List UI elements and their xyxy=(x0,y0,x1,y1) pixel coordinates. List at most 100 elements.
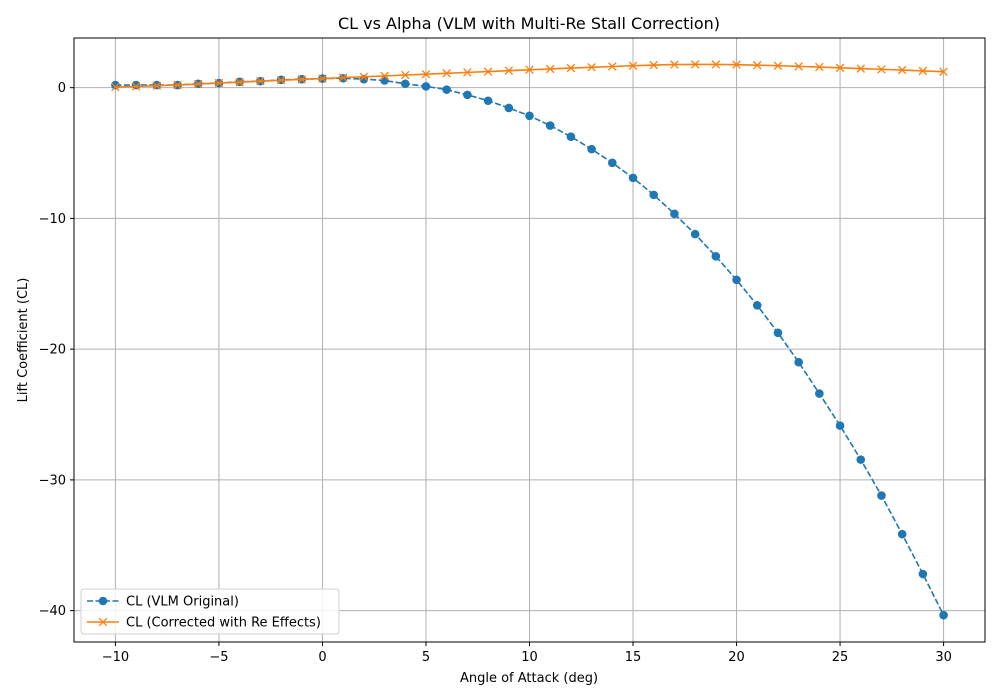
data-point xyxy=(525,65,534,75)
data-point xyxy=(918,569,928,579)
data-point xyxy=(649,60,658,70)
data-point xyxy=(690,60,700,69)
data-point xyxy=(711,252,721,261)
data-point xyxy=(359,72,369,82)
chart-title: CL vs Alpha (VLM with Multi-Re Stall Cor… xyxy=(338,14,720,33)
data-point xyxy=(421,82,431,91)
y-tick-label: −10 xyxy=(39,212,66,227)
data-point xyxy=(173,80,182,90)
y-tick-label: −20 xyxy=(39,343,66,358)
data-point xyxy=(566,63,576,73)
x-tick-label: 10 xyxy=(521,650,538,665)
data-point xyxy=(794,357,803,367)
x-tick-label: −5 xyxy=(209,650,228,665)
data-point xyxy=(463,68,472,77)
data-point xyxy=(608,62,617,71)
data-point xyxy=(338,73,348,82)
data-point xyxy=(835,63,845,73)
data-point xyxy=(235,77,244,87)
data-point xyxy=(835,421,845,430)
data-point xyxy=(463,90,472,100)
data-point xyxy=(587,144,596,154)
data-point xyxy=(545,64,555,74)
data-point xyxy=(442,85,451,94)
data-point xyxy=(752,301,762,310)
data-point xyxy=(401,70,410,80)
data-point xyxy=(256,76,265,86)
legend-label: CL (Corrected with Re Effects) xyxy=(126,616,321,631)
y-tick-label: −30 xyxy=(39,473,66,488)
legend-item: CL (Corrected with Re Effects) xyxy=(87,616,321,631)
data-point xyxy=(442,69,451,78)
data-point xyxy=(670,209,679,219)
legend-marker xyxy=(98,617,108,627)
data-point xyxy=(939,67,948,76)
data-point xyxy=(483,67,493,76)
series-2 xyxy=(111,60,948,92)
data-point xyxy=(131,80,141,90)
data-point xyxy=(732,60,741,69)
data-point xyxy=(752,60,762,70)
data-point xyxy=(856,64,866,73)
data-point xyxy=(131,82,141,91)
data-point xyxy=(504,66,514,75)
legend-label: CL (VLM Original) xyxy=(126,595,239,610)
data-point xyxy=(421,69,431,79)
x-tick-label: 0 xyxy=(318,650,326,665)
x-tick-label: −10 xyxy=(102,650,129,665)
data-point xyxy=(152,81,162,90)
data-point xyxy=(897,529,907,539)
data-point xyxy=(939,610,948,620)
data-point xyxy=(297,75,307,84)
plot-series xyxy=(111,60,948,620)
data-point xyxy=(794,62,803,71)
x-tick-label: 25 xyxy=(832,650,849,665)
data-point xyxy=(773,328,783,338)
data-point xyxy=(214,78,224,88)
legend: CL (VLM Original) CL (Corrected with Re E… xyxy=(80,588,340,635)
data-point xyxy=(711,60,721,69)
data-point xyxy=(566,132,576,142)
data-point xyxy=(918,66,928,76)
data-point xyxy=(649,190,659,200)
data-point xyxy=(877,65,886,74)
legend-marker xyxy=(98,596,108,606)
data-point xyxy=(856,455,866,464)
data-point xyxy=(318,74,327,83)
data-point xyxy=(380,76,389,85)
x-axis-label: Angle of Attack (deg) xyxy=(460,671,598,686)
data-point xyxy=(111,82,120,92)
data-point xyxy=(815,389,824,398)
data-point xyxy=(815,62,824,72)
x-tick-label: 30 xyxy=(935,650,952,665)
grid-lines xyxy=(74,38,985,642)
data-point xyxy=(877,491,886,500)
data-point xyxy=(670,60,679,69)
data-point xyxy=(504,103,514,113)
x-tick-label: 15 xyxy=(625,650,642,665)
y-tick-label: 0 xyxy=(58,81,66,96)
data-point xyxy=(276,75,286,85)
data-point xyxy=(628,173,638,183)
y-axis-label: Lift Coefficient (CL) xyxy=(16,278,31,403)
data-point xyxy=(400,79,410,89)
data-point xyxy=(525,111,534,121)
y-tick-label: −40 xyxy=(39,604,66,619)
data-point xyxy=(111,80,120,90)
data-point xyxy=(897,65,907,75)
data-point xyxy=(380,71,389,81)
data-point xyxy=(628,61,638,70)
data-point xyxy=(545,121,555,130)
x-tick-label: 20 xyxy=(728,650,745,665)
data-point xyxy=(608,158,617,168)
data-point xyxy=(193,79,203,89)
axis-ticks: −10 −5 0 5 10 15 20 25 30 0 −10 −20 −30 −40 xyxy=(39,81,952,665)
data-point xyxy=(732,275,741,285)
legend-item: CL (VLM Original) xyxy=(87,595,239,610)
x-tick-label: 5 xyxy=(422,650,430,665)
data-point xyxy=(773,61,783,70)
data-point xyxy=(587,63,596,72)
data-point xyxy=(483,96,493,106)
